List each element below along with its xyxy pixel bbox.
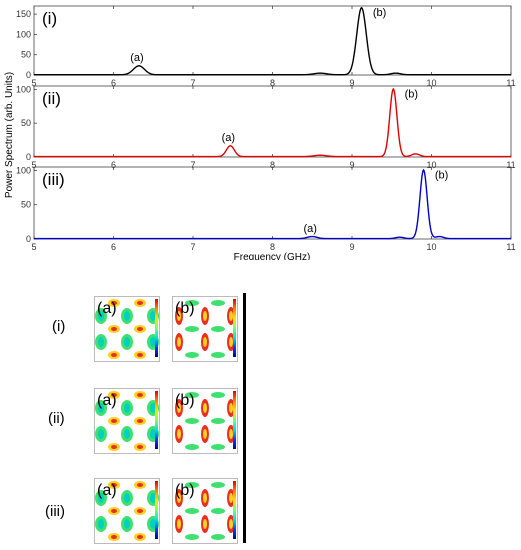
y-axis-title: Power Spectrum (arb. Units) — [4, 72, 15, 198]
map-label: (a) — [97, 482, 117, 499]
mode-map-i-a: (a) — [94, 296, 160, 362]
row-label-ii: (ii) — [48, 410, 65, 427]
series-line — [34, 87, 511, 158]
x-tick-label: 8 — [270, 242, 275, 252]
mode-map-ii-b: (b) — [172, 388, 238, 454]
peak-label: (a) — [130, 52, 143, 64]
x-tick-label: 8 — [270, 160, 275, 170]
x-tick-label: 5 — [31, 242, 36, 252]
panel-label: (ii) — [42, 89, 61, 108]
x-axis-title: Frequency (GHz) — [234, 252, 311, 260]
mode-map-i-b: (b) — [172, 296, 238, 362]
x-tick-label: 7 — [190, 242, 195, 252]
x-tick-label: 5 — [31, 160, 36, 170]
y-tick-label: 150 — [16, 9, 31, 19]
x-tick-label: 9 — [349, 242, 354, 252]
x-tick-label: 9 — [349, 78, 354, 88]
colorbar — [233, 299, 236, 357]
row-label-iii: (iii) — [45, 503, 65, 520]
colorbar — [155, 391, 158, 449]
panel-label: (i) — [42, 9, 57, 28]
panel-2: 5 6 7 8 9 10 11 0 50 100 (ii) (a) (b) — [16, 84, 516, 170]
x-tick-label: 10 — [426, 242, 436, 252]
x-tick-label: 6 — [111, 242, 116, 252]
x-tick-label: 6 — [111, 160, 116, 170]
map-label: (b) — [175, 392, 195, 409]
map-label: (a) — [97, 392, 117, 409]
map-label: (b) — [175, 300, 195, 317]
peak-label: (b) — [373, 7, 386, 19]
y-tick-label: 100 — [16, 165, 31, 175]
x-tick-label: 11 — [506, 78, 515, 88]
series-line — [34, 168, 511, 240]
panel-label: (iii) — [42, 170, 65, 189]
peak-label: (a) — [222, 132, 235, 144]
separator-bar — [243, 293, 246, 543]
y-tick-label: 0 — [26, 234, 31, 244]
x-tick-label: 8 — [270, 78, 275, 88]
y-tick-label: 50 — [21, 50, 31, 60]
x-tick-label: 10 — [426, 78, 436, 88]
panel-3: 5 6 7 8 9 10 11 0 50 100 (iii) (a) (b) — [16, 165, 516, 252]
x-tick-label: 11 — [506, 160, 515, 170]
x-tick-label: 11 — [506, 242, 515, 252]
peak-label: (a) — [304, 223, 317, 235]
mode-map-iii-b: (b) — [172, 478, 238, 544]
y-tick-label: 0 — [26, 152, 31, 162]
x-tick-label: 10 — [426, 160, 436, 170]
y-tick-label: 50 — [21, 118, 31, 128]
x-tick-label: 9 — [349, 160, 354, 170]
colorbar — [233, 391, 236, 449]
x-tick-label: 7 — [190, 78, 195, 88]
colorbar — [233, 481, 236, 539]
x-tick-label: 6 — [111, 78, 116, 88]
mode-map-ii-a: (a) — [94, 388, 160, 454]
map-label: (b) — [175, 482, 195, 499]
map-label: (a) — [97, 300, 117, 317]
series-line — [34, 6, 511, 76]
panel-1: 5 6 7 8 9 10 11 0 50 100 150 (i) (a) (b) — [16, 5, 516, 88]
peak-label: (b) — [435, 169, 448, 181]
x-tick-label: 5 — [31, 78, 36, 88]
colorbar — [155, 481, 158, 539]
peak-label: (b) — [405, 88, 418, 100]
plot-frame — [33, 5, 512, 76]
mode-map-iii-a: (a) — [94, 478, 160, 544]
row-label-i: (i) — [52, 318, 66, 335]
colorbar — [155, 299, 158, 357]
y-tick-label: 100 — [16, 29, 31, 39]
plot-frame — [33, 85, 512, 158]
y-tick-label: 50 — [21, 200, 31, 210]
x-tick-label: 7 — [190, 160, 195, 170]
y-tick-label: 0 — [26, 70, 31, 80]
y-tick-label: 100 — [16, 84, 31, 94]
